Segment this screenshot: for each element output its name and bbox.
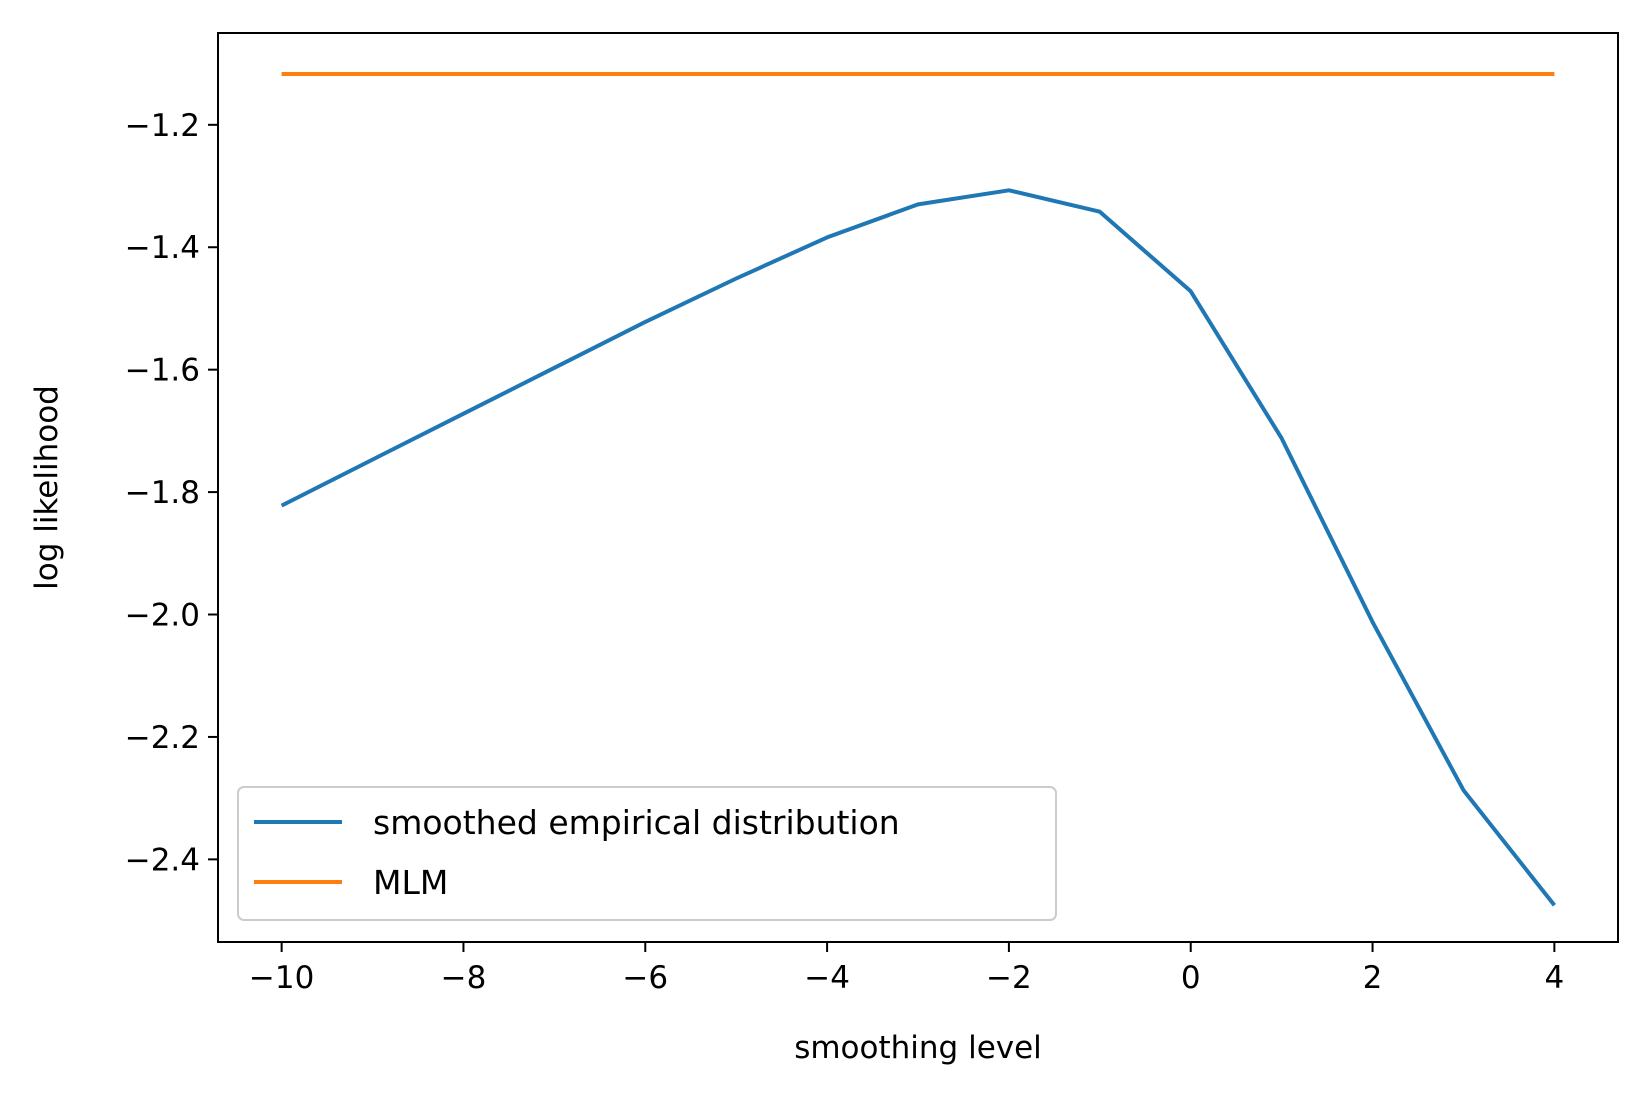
series-line-smoothed-empirical-distribution [280, 188, 1556, 907]
x-tick-label: 2 [1363, 960, 1383, 996]
x-axis-label: smoothing level [794, 1030, 1042, 1066]
y-tick-label: −2.4 [125, 842, 200, 878]
x-tick-label: −8 [441, 960, 487, 996]
legend-label-mlm: MLM [373, 863, 448, 902]
x-tick-label: −4 [804, 960, 850, 996]
x-tick-label: 0 [1181, 960, 1201, 996]
axes-frame [217, 32, 1619, 943]
axes: −10 −8 −6 −4 −2 0 2 4 −2.4 −2.2 −2.0 −1.8 −1.6 −1.4 −1… [125, 32, 1619, 996]
y-axis-label: log likelihood [29, 385, 65, 590]
y-tick-label: −1.6 [125, 353, 200, 389]
y-tick-label: −2.0 [125, 598, 200, 634]
y-tick-label: −2.2 [125, 720, 200, 756]
legend-box [237, 786, 1057, 921]
x-tick-label: −6 [622, 960, 668, 996]
legend-label-smoothed-empirical-distribution: smoothed empirical distribution [373, 803, 900, 842]
x-tick-label: 4 [1544, 960, 1564, 996]
plot-area [280, 72, 1556, 907]
legend: smoothed empirical distribution MLM [237, 786, 1057, 921]
x-tick-label: −10 [249, 960, 314, 996]
y-tick-label: −1.8 [125, 475, 200, 511]
y-tick-label: −1.2 [125, 108, 200, 144]
y-tick-label: −1.4 [125, 230, 200, 266]
x-tick-label: −2 [986, 960, 1032, 996]
